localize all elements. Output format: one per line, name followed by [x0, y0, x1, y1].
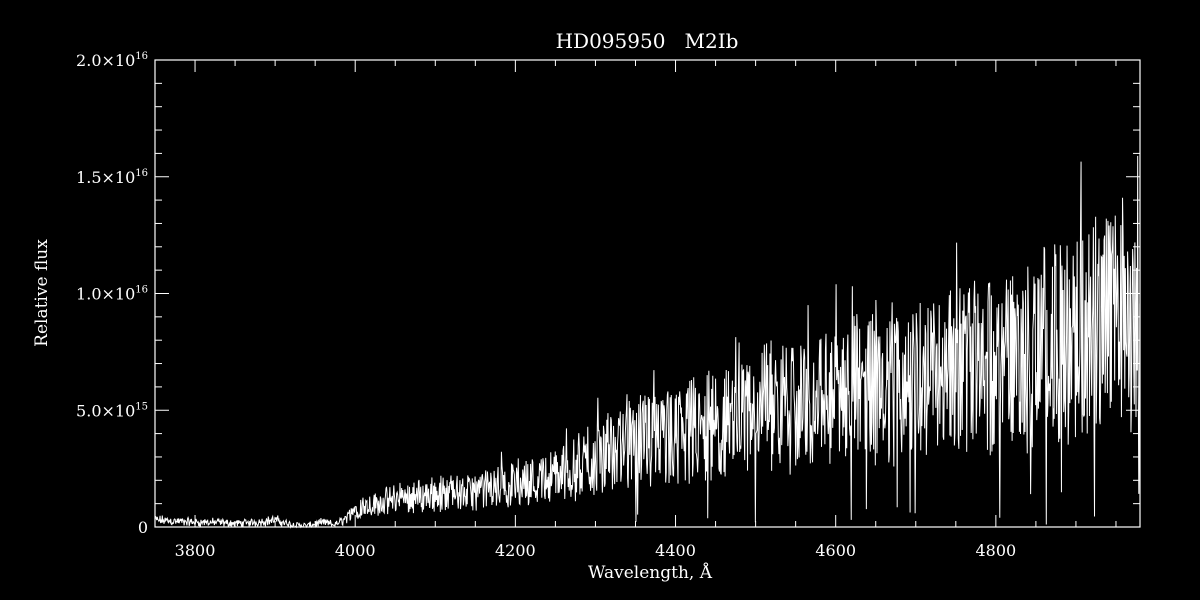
y-axis-label: Relative flux [32, 239, 52, 347]
x-tick-label: 4400 [655, 541, 696, 560]
x-axis-label: Wavelength, Å [588, 562, 713, 583]
plot-area: 3800 4000 4200 4400 4600 4800 0 5.0×1015 1.0×10… [76, 51, 1141, 560]
x-tick-label: 3800 [175, 541, 216, 560]
x-tick-label: 4800 [975, 541, 1016, 560]
x-tick-label: 4200 [495, 541, 536, 560]
y-tick-label: 1.5×1016 [76, 168, 148, 187]
spectrum-line [154, 155, 1141, 529]
chart-title: HD095950 M2Ib [556, 29, 739, 53]
x-tick-label: 4000 [335, 541, 376, 560]
x-tick-label: 4600 [815, 541, 856, 560]
y-tick-label: 1.0×1016 [76, 285, 148, 304]
y-tick-label: 5.0×1015 [76, 401, 148, 420]
y-tick-label: 0 [138, 518, 148, 537]
y-tick-label: 2.0×1016 [76, 51, 148, 70]
y-axis-ticks: 0 5.0×1015 1.0×1016 1.5×1016 2.0×1016 [76, 51, 1140, 537]
x-axis-ticks: 3800 4000 4200 4400 4600 4800 [154, 60, 1117, 560]
